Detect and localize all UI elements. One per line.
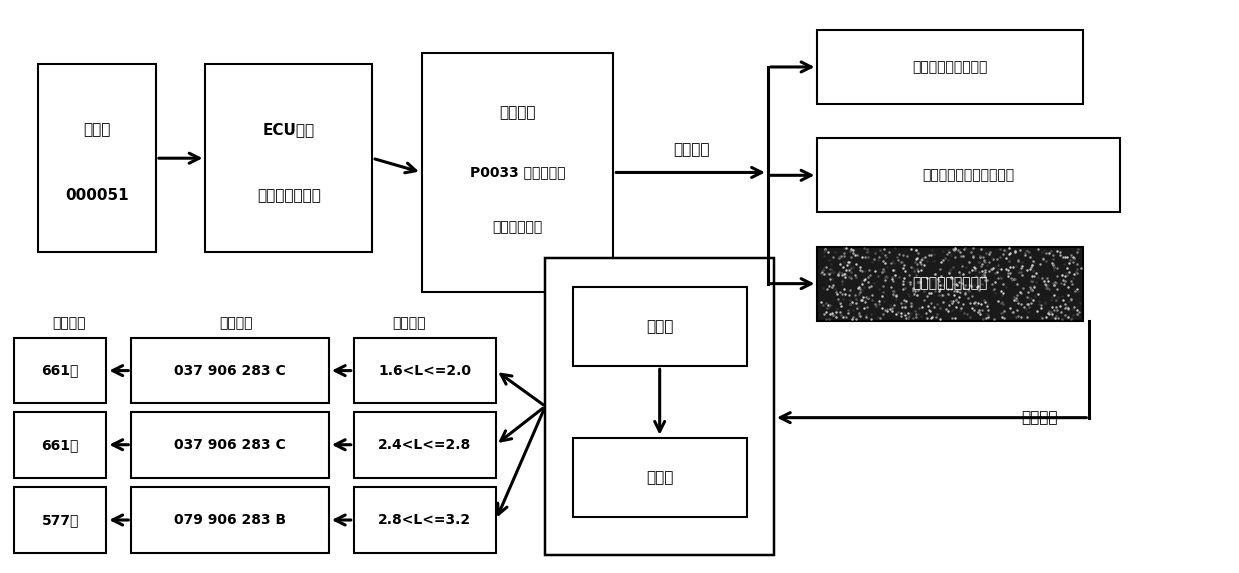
Text: 037 906 283 C: 037 906 283 C [175,364,286,378]
Text: 2.8<L<=3.2: 2.8<L<=3.2 [378,513,471,527]
Text: 知识库: 知识库 [646,470,673,485]
Text: 更换发动机控制单元: 更换发动机控制单元 [912,60,987,74]
Bar [572,438,747,517]
Text: 更换涡轮增压旁通阀: 更换涡轮增压旁通阀 [912,277,987,291]
Bar [818,138,1120,213]
Text: 检查涡轮增压旁通阀线路: 检查涡轮增压旁通阀线路 [923,168,1015,182]
Bar [131,487,330,553]
Bar [131,338,330,403]
Text: 2.4<L<=2.8: 2.4<L<=2.8 [378,438,471,452]
Bar [206,64,372,252]
Text: P0033 涡轮增压旁: P0033 涡轮增压旁 [470,166,565,179]
Text: 000051: 000051 [66,189,129,203]
Bar [131,412,330,477]
Text: 备件估价: 备件估价 [52,316,87,331]
Text: 检索模型: 检索模型 [1022,410,1058,425]
Text: 备件代码: 备件代码 [219,316,253,331]
Text: 577元: 577元 [41,513,79,527]
Bar [14,487,107,553]
Bar [353,412,496,477]
Bar [421,53,613,292]
Bar [353,487,496,553]
Bar [818,30,1083,104]
Bar [14,338,107,403]
Bar [545,258,774,555]
Text: ECU名称: ECU名称 [263,123,315,138]
Text: 数据库: 数据库 [646,319,673,334]
Text: 故障码: 故障码 [83,123,110,138]
Bar [38,64,156,252]
Text: 661元: 661元 [41,364,79,378]
Text: 解决方案: 解决方案 [673,142,710,157]
Text: 通阀控制电路: 通阀控制电路 [492,221,543,234]
Text: 发动机电子设备: 发动机电子设备 [256,189,321,203]
Text: 不同排量: 不同排量 [393,316,426,331]
Bar [572,286,747,366]
Text: 079 906 283 B: 079 906 283 B [173,513,286,527]
Text: 故障描述: 故障描述 [499,105,535,120]
Text: 661元: 661元 [41,438,79,452]
Text: 037 906 283 C: 037 906 283 C [175,438,286,452]
Bar [353,338,496,403]
Bar [14,412,107,477]
Bar [818,246,1083,321]
Text: 1.6<L<=2.0: 1.6<L<=2.0 [378,364,471,378]
